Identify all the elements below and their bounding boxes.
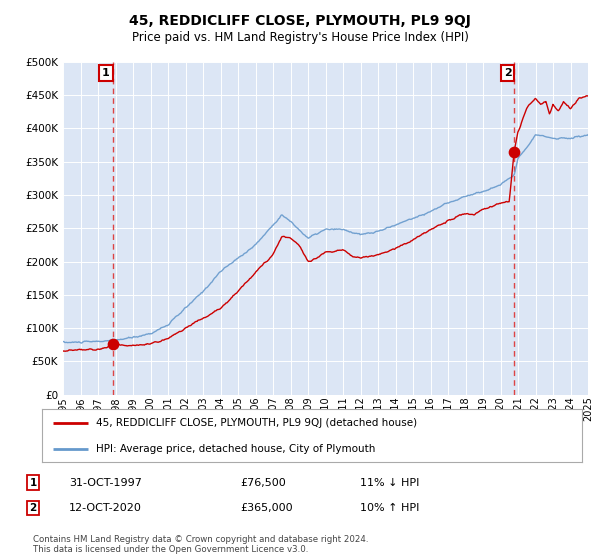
Text: 31-OCT-1997: 31-OCT-1997 (69, 478, 142, 488)
Text: 12-OCT-2020: 12-OCT-2020 (69, 503, 142, 513)
Text: 1: 1 (102, 68, 110, 78)
Text: 2: 2 (29, 503, 37, 513)
Text: £76,500: £76,500 (240, 478, 286, 488)
Text: 45, REDDICLIFF CLOSE, PLYMOUTH, PL9 9QJ: 45, REDDICLIFF CLOSE, PLYMOUTH, PL9 9QJ (129, 14, 471, 28)
Text: £365,000: £365,000 (240, 503, 293, 513)
Text: 2: 2 (504, 68, 512, 78)
Text: 10% ↑ HPI: 10% ↑ HPI (360, 503, 419, 513)
Text: 1: 1 (29, 478, 37, 488)
Point (108, 339, 118, 348)
Text: Contains HM Land Registry data © Crown copyright and database right 2024.
This d: Contains HM Land Registry data © Crown c… (33, 535, 368, 554)
Text: Price paid vs. HM Land Registry's House Price Index (HPI): Price paid vs. HM Land Registry's House … (131, 31, 469, 44)
Point (509, 147, 519, 156)
Text: 45, REDDICLIFF CLOSE, PLYMOUTH, PL9 9QJ (detached house): 45, REDDICLIFF CLOSE, PLYMOUTH, PL9 9QJ … (96, 418, 417, 428)
Text: HPI: Average price, detached house, City of Plymouth: HPI: Average price, detached house, City… (96, 444, 376, 454)
Text: 11% ↓ HPI: 11% ↓ HPI (360, 478, 419, 488)
